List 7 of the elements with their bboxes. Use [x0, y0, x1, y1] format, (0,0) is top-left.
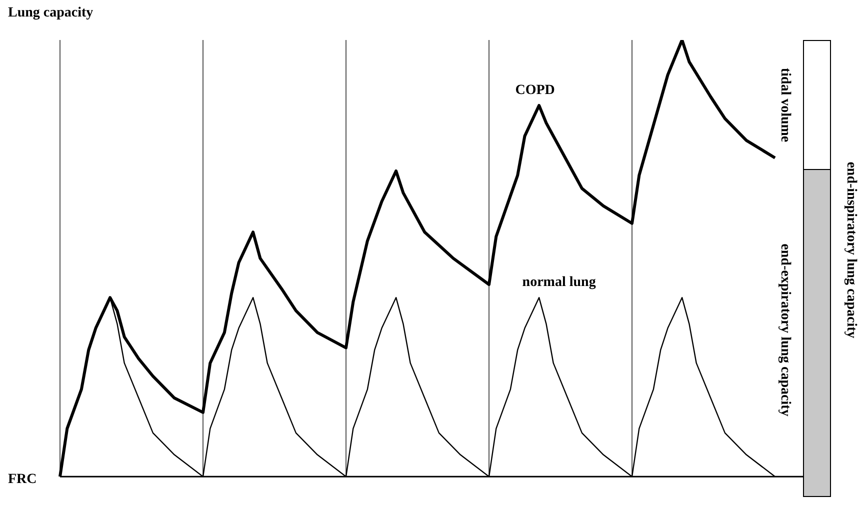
series-label: COPD: [515, 83, 555, 98]
text: end-inspiratory lung capacity: [843, 162, 858, 338]
y-axis-title: Lung capacity: [8, 6, 94, 21]
annotation: end-expiratory lung capacity: [777, 244, 792, 416]
text: FRC: [8, 472, 37, 488]
series-label: normal lung: [522, 275, 596, 290]
annotation: tidal volume: [777, 68, 792, 142]
